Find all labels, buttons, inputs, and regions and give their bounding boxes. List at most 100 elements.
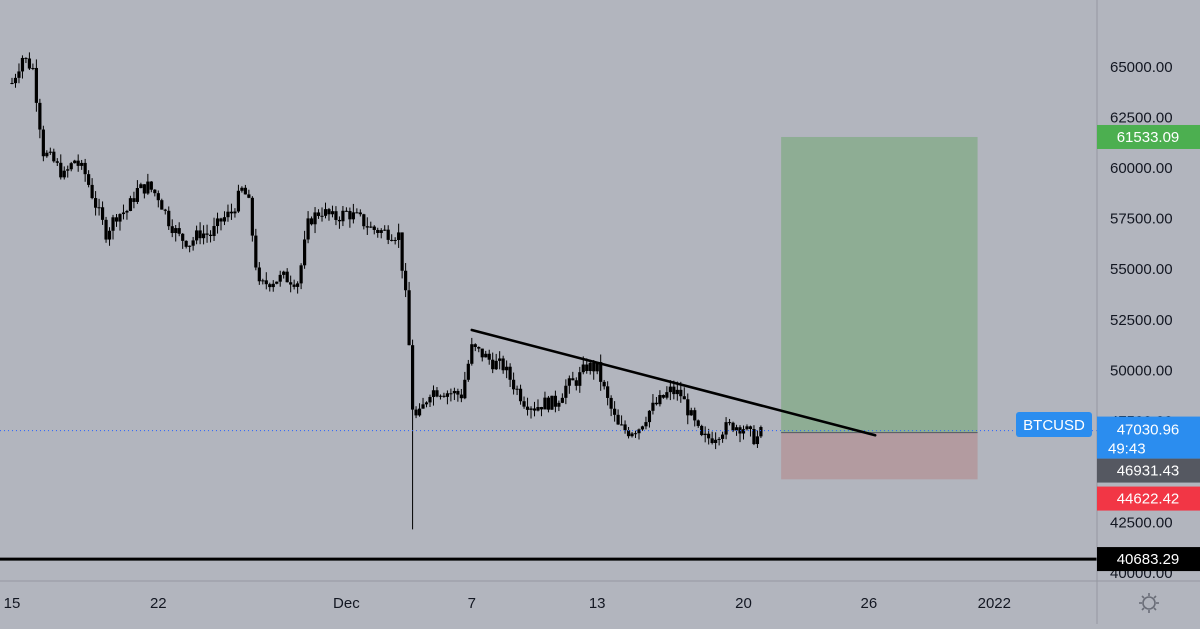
- candle: [633, 430, 638, 438]
- candle: [24, 57, 28, 64]
- candle: [644, 416, 648, 430]
- candle: [421, 397, 425, 409]
- candle: [66, 165, 70, 178]
- target-zone[interactable]: [781, 136, 978, 433]
- candle: [10, 77, 14, 85]
- candle: [456, 388, 460, 402]
- candle: [323, 202, 328, 219]
- candle: [560, 393, 564, 404]
- candle: [369, 221, 373, 229]
- candle: [309, 216, 314, 226]
- price-tick-label: 52500.00: [1110, 312, 1173, 329]
- candle: [707, 428, 711, 445]
- candle: [355, 208, 359, 214]
- price-tick-label: 50000.00: [1110, 362, 1173, 379]
- candle: [501, 355, 505, 374]
- candle: [602, 379, 606, 390]
- candle: [229, 203, 234, 220]
- candle: [550, 395, 554, 410]
- stop-zone[interactable]: [781, 432, 978, 480]
- candle: [250, 196, 254, 242]
- candle: [445, 390, 450, 405]
- candle: [233, 208, 237, 218]
- candle: [90, 178, 94, 200]
- long-position-tool[interactable]: [781, 136, 978, 480]
- candle: [574, 377, 578, 391]
- candle: [121, 204, 126, 220]
- bar-countdown: 49:43: [1108, 441, 1146, 458]
- candle: [76, 154, 80, 172]
- candle: [522, 396, 526, 409]
- candle: [27, 52, 32, 70]
- candle: [247, 189, 251, 199]
- candle: [727, 418, 732, 426]
- current-price-value: 47030.96: [1117, 422, 1180, 439]
- candle: [536, 399, 540, 412]
- candle: [341, 205, 345, 227]
- price-tags: 61533.09 46931.43 44622.42 40683.29 47030.96…: [1097, 124, 1200, 572]
- candle: [358, 209, 362, 217]
- candle: [491, 352, 495, 374]
- candle: [132, 191, 136, 209]
- candle: [477, 346, 481, 353]
- candle: [38, 98, 42, 139]
- time-axis[interactable]: 15 22 Dec 7 13 20 26 2022: [4, 595, 1011, 612]
- candle: [546, 395, 551, 413]
- candle: [34, 59, 38, 112]
- candle: [104, 216, 108, 243]
- candle: [505, 360, 509, 379]
- candle: [181, 233, 185, 249]
- candle: [661, 394, 665, 399]
- price-tag: 40683.29: [1097, 547, 1200, 572]
- candle: [473, 343, 477, 352]
- candle: [376, 227, 380, 238]
- candle: [414, 406, 418, 419]
- candle: [543, 391, 547, 410]
- candle: [518, 384, 523, 405]
- candle: [271, 280, 275, 292]
- candle: [41, 125, 45, 162]
- candle: [174, 224, 178, 242]
- candle: [212, 217, 216, 241]
- candle: [296, 281, 300, 294]
- candle: [52, 148, 56, 163]
- candle: [264, 272, 268, 290]
- candle: [351, 203, 355, 224]
- candle: [69, 161, 73, 172]
- candle: [410, 339, 415, 530]
- descending-trendline[interactable]: [470, 328, 877, 437]
- candle: [630, 431, 634, 438]
- candle: [114, 214, 119, 227]
- candle: [278, 270, 282, 287]
- time-tick-label: 7: [468, 595, 476, 612]
- candle: [195, 225, 199, 245]
- candle: [494, 353, 498, 370]
- candle: [588, 359, 592, 375]
- candle: [438, 394, 443, 400]
- time-tick-label: 22: [150, 595, 167, 612]
- candle: [303, 230, 307, 269]
- candle: [348, 207, 352, 228]
- candle: [606, 381, 610, 406]
- candle: [623, 420, 627, 434]
- candle: [100, 201, 105, 225]
- candle: [222, 211, 227, 226]
- candle: [487, 349, 491, 365]
- candle: [20, 55, 25, 79]
- candle: [466, 359, 470, 382]
- time-tick-label: 20: [735, 595, 752, 612]
- candle: [484, 350, 488, 358]
- candle: [254, 228, 258, 271]
- candle: [512, 372, 516, 395]
- candle: [463, 371, 467, 400]
- candle: [459, 388, 463, 403]
- drawings-layer[interactable]: [0, 328, 1097, 561]
- candle: [153, 189, 157, 197]
- candle: [337, 216, 342, 229]
- candle: [188, 245, 192, 253]
- gear-icon[interactable]: [1139, 593, 1159, 613]
- candle: [17, 63, 21, 84]
